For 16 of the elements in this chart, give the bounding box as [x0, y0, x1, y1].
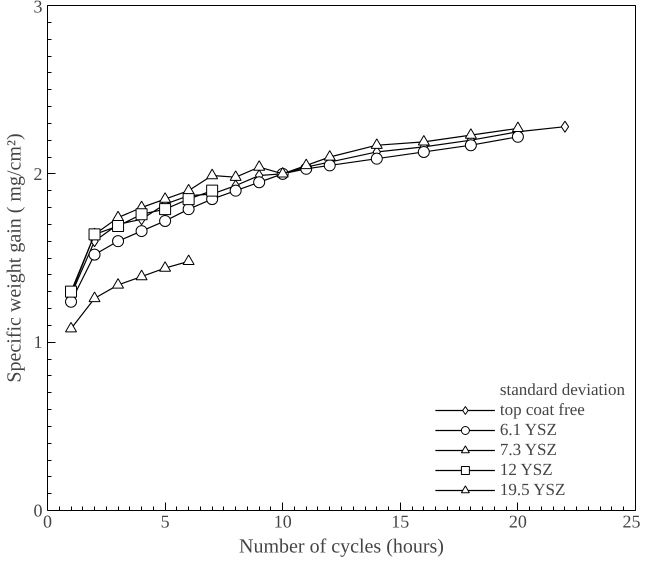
y-tick-label: 2 [34, 164, 42, 184]
x-tick-label: 25 [622, 512, 640, 532]
legend-label: 6.1 YSZ [500, 420, 557, 440]
legend-label: 12 YSZ [500, 460, 553, 480]
x-tick-label: 15 [391, 512, 410, 532]
y-tick-label: 1 [34, 332, 42, 352]
y-tick-label: 3 [34, 0, 42, 16]
legend-label: 7.3 YSZ [500, 440, 557, 460]
legend-label: top coat free [500, 400, 585, 420]
x-axis-title: Number of cycles (hours) [239, 536, 444, 558]
x-tick-label: 20 [508, 512, 527, 532]
x-tick-label: 5 [160, 512, 170, 532]
x-tick-label: 10 [274, 512, 292, 532]
y-axis-title: Specific weight gain ( mg/cm²) [4, 133, 26, 383]
legend-label: 19.5 YSZ [500, 480, 566, 500]
annotation: standard deviation [500, 380, 625, 400]
